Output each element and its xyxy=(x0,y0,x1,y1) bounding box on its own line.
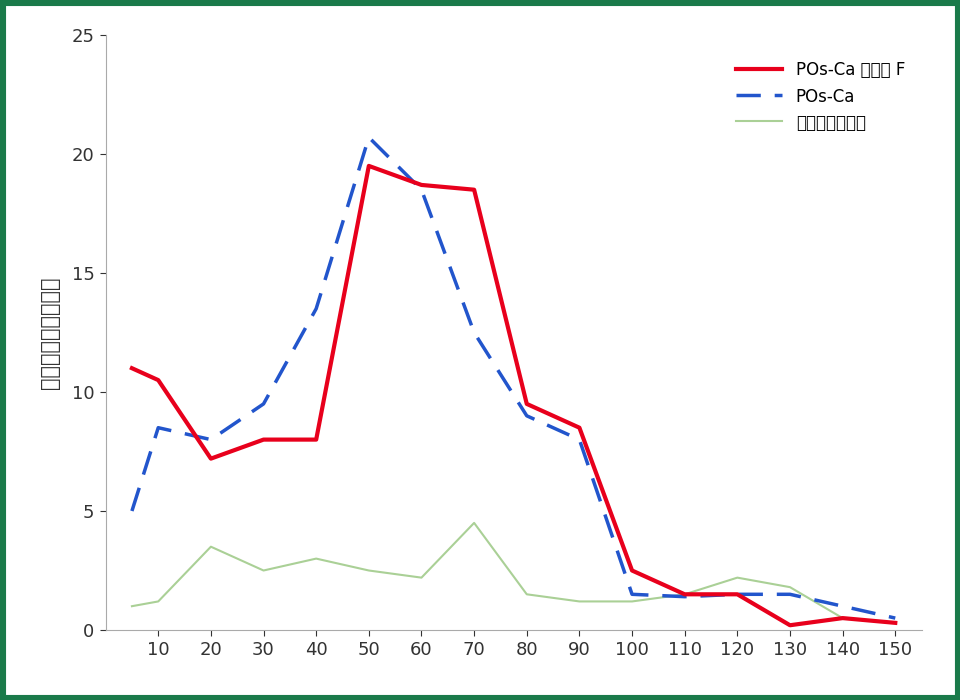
Legend: POs-Ca プラス F, POs-Ca, コントロール群: POs-Ca プラス F, POs-Ca, コントロール群 xyxy=(735,61,905,132)
Y-axis label: 确さの回復率（％）: 确さの回復率（％） xyxy=(40,276,60,388)
